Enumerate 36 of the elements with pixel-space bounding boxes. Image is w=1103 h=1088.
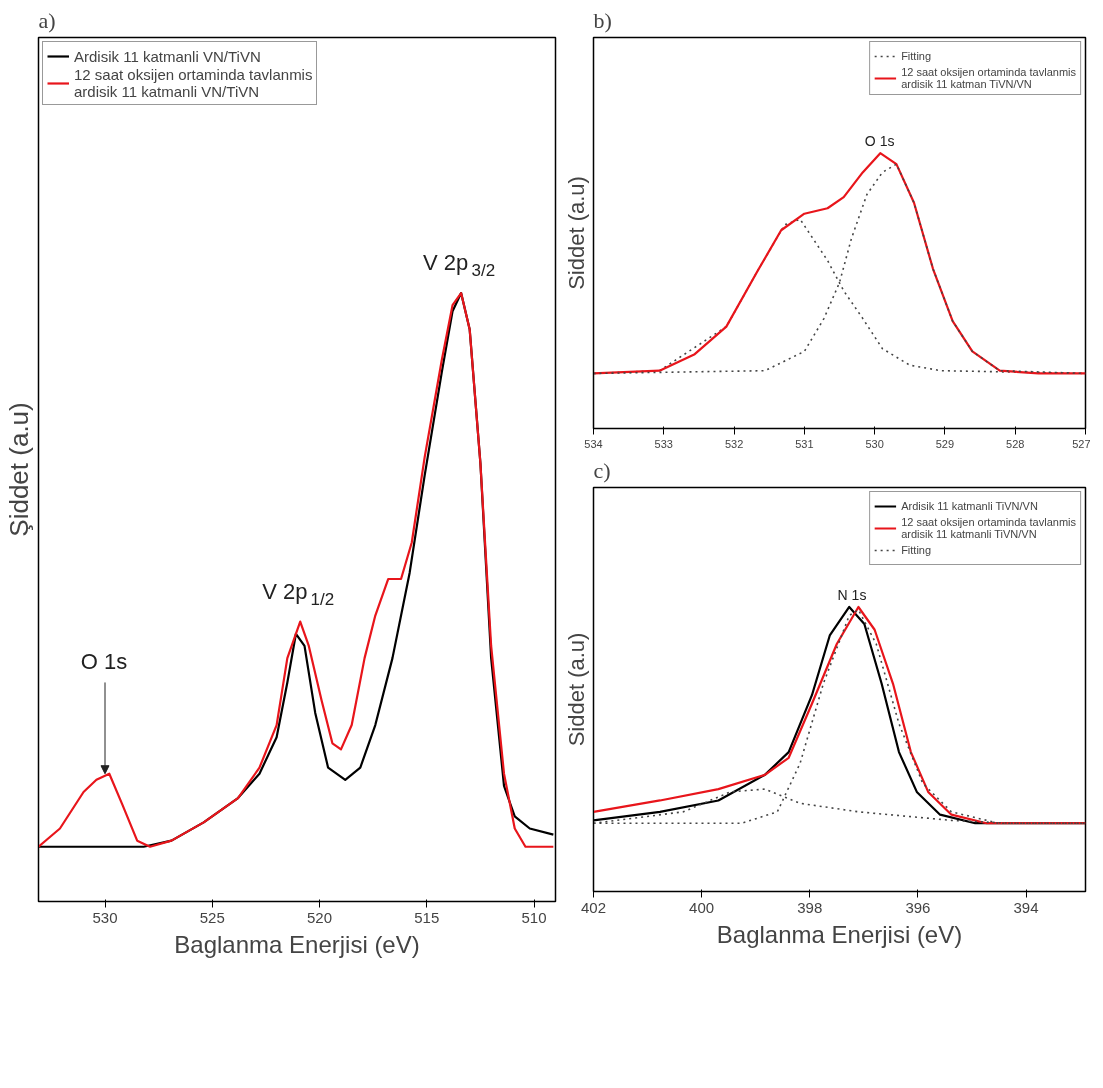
x-tick-label: 510 [521,908,547,926]
x-tick-label: 531 [795,437,814,450]
x-tick-label: 396 [905,898,931,916]
legend-label: Ardisik 11 katmanli VN/TiVN [74,47,261,65]
legend-label: 12 saat oksijen ortaminda tavlanmis ardisik 11 katman TiVN/VN [901,66,1076,90]
x-axis-title: Baglanma Enerjisi (eV) [716,920,963,948]
y-axis-title: Siddet (a.u) [563,632,589,747]
x-tick-label: 394 [1013,898,1039,916]
legend-label: 12 saat oksijen ortaminda tavlanmis ardisik 11 katmanli TiVN/VN [901,516,1076,540]
chart-title: b) [593,7,612,33]
x-tick-label: 400 [689,898,715,916]
x-tick-label: 402 [580,898,607,916]
chart-title: a) [38,7,56,33]
annotation: O 1s [864,133,895,150]
y-axis-title: Şiddet (a.u) [3,402,34,537]
annotation: O 1s [80,649,128,675]
x-tick-label: 520 [307,908,333,926]
legend-label: Fitting [901,544,932,556]
x-tick-label: 530 [92,908,118,926]
x-tick-label: 398 [797,898,823,916]
annotation: N 1s [837,586,867,603]
x-tick-label: 534 [584,437,603,450]
chart-title: c) [593,457,611,483]
x-tick-label: 530 [865,437,884,450]
legend-label: Ardisik 11 katmanli TiVN/VN [901,500,1038,512]
y-axis-title: Siddet (a.u) [563,176,589,290]
legend-label: Fitting [901,50,932,62]
x-tick-label: 529 [935,437,955,450]
x-tick-label: 533 [654,437,673,450]
x-tick-label: 532 [724,437,744,450]
legend-label: 12 saat oksijen ortaminda tavlanmis ardisik 11 katmanli VN/TiVN [74,66,313,100]
x-tick-label: 527 [1072,437,1091,450]
x-tick-label: 525 [199,908,225,926]
x-axis-title: Baglanma Enerjisi (eV) [174,930,420,958]
x-tick-label: 528 [1006,437,1025,450]
x-tick-label: 515 [414,908,440,926]
